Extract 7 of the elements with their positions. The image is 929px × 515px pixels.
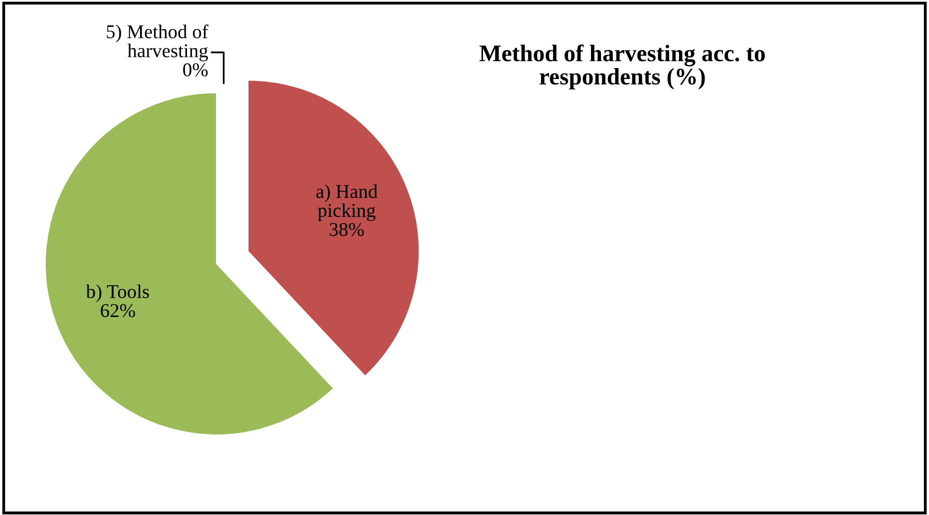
slice-label: a) Hand picking xyxy=(316,184,378,222)
category-label: 5) Method of harvesting xyxy=(106,24,208,62)
slice-label: b) Tools xyxy=(86,284,149,302)
text: Method of harvesting acc. to respondents (%) xyxy=(480,44,765,90)
text: 0% xyxy=(183,63,208,76)
data-label: 38% xyxy=(330,222,364,236)
data-label: 62% xyxy=(100,304,135,318)
